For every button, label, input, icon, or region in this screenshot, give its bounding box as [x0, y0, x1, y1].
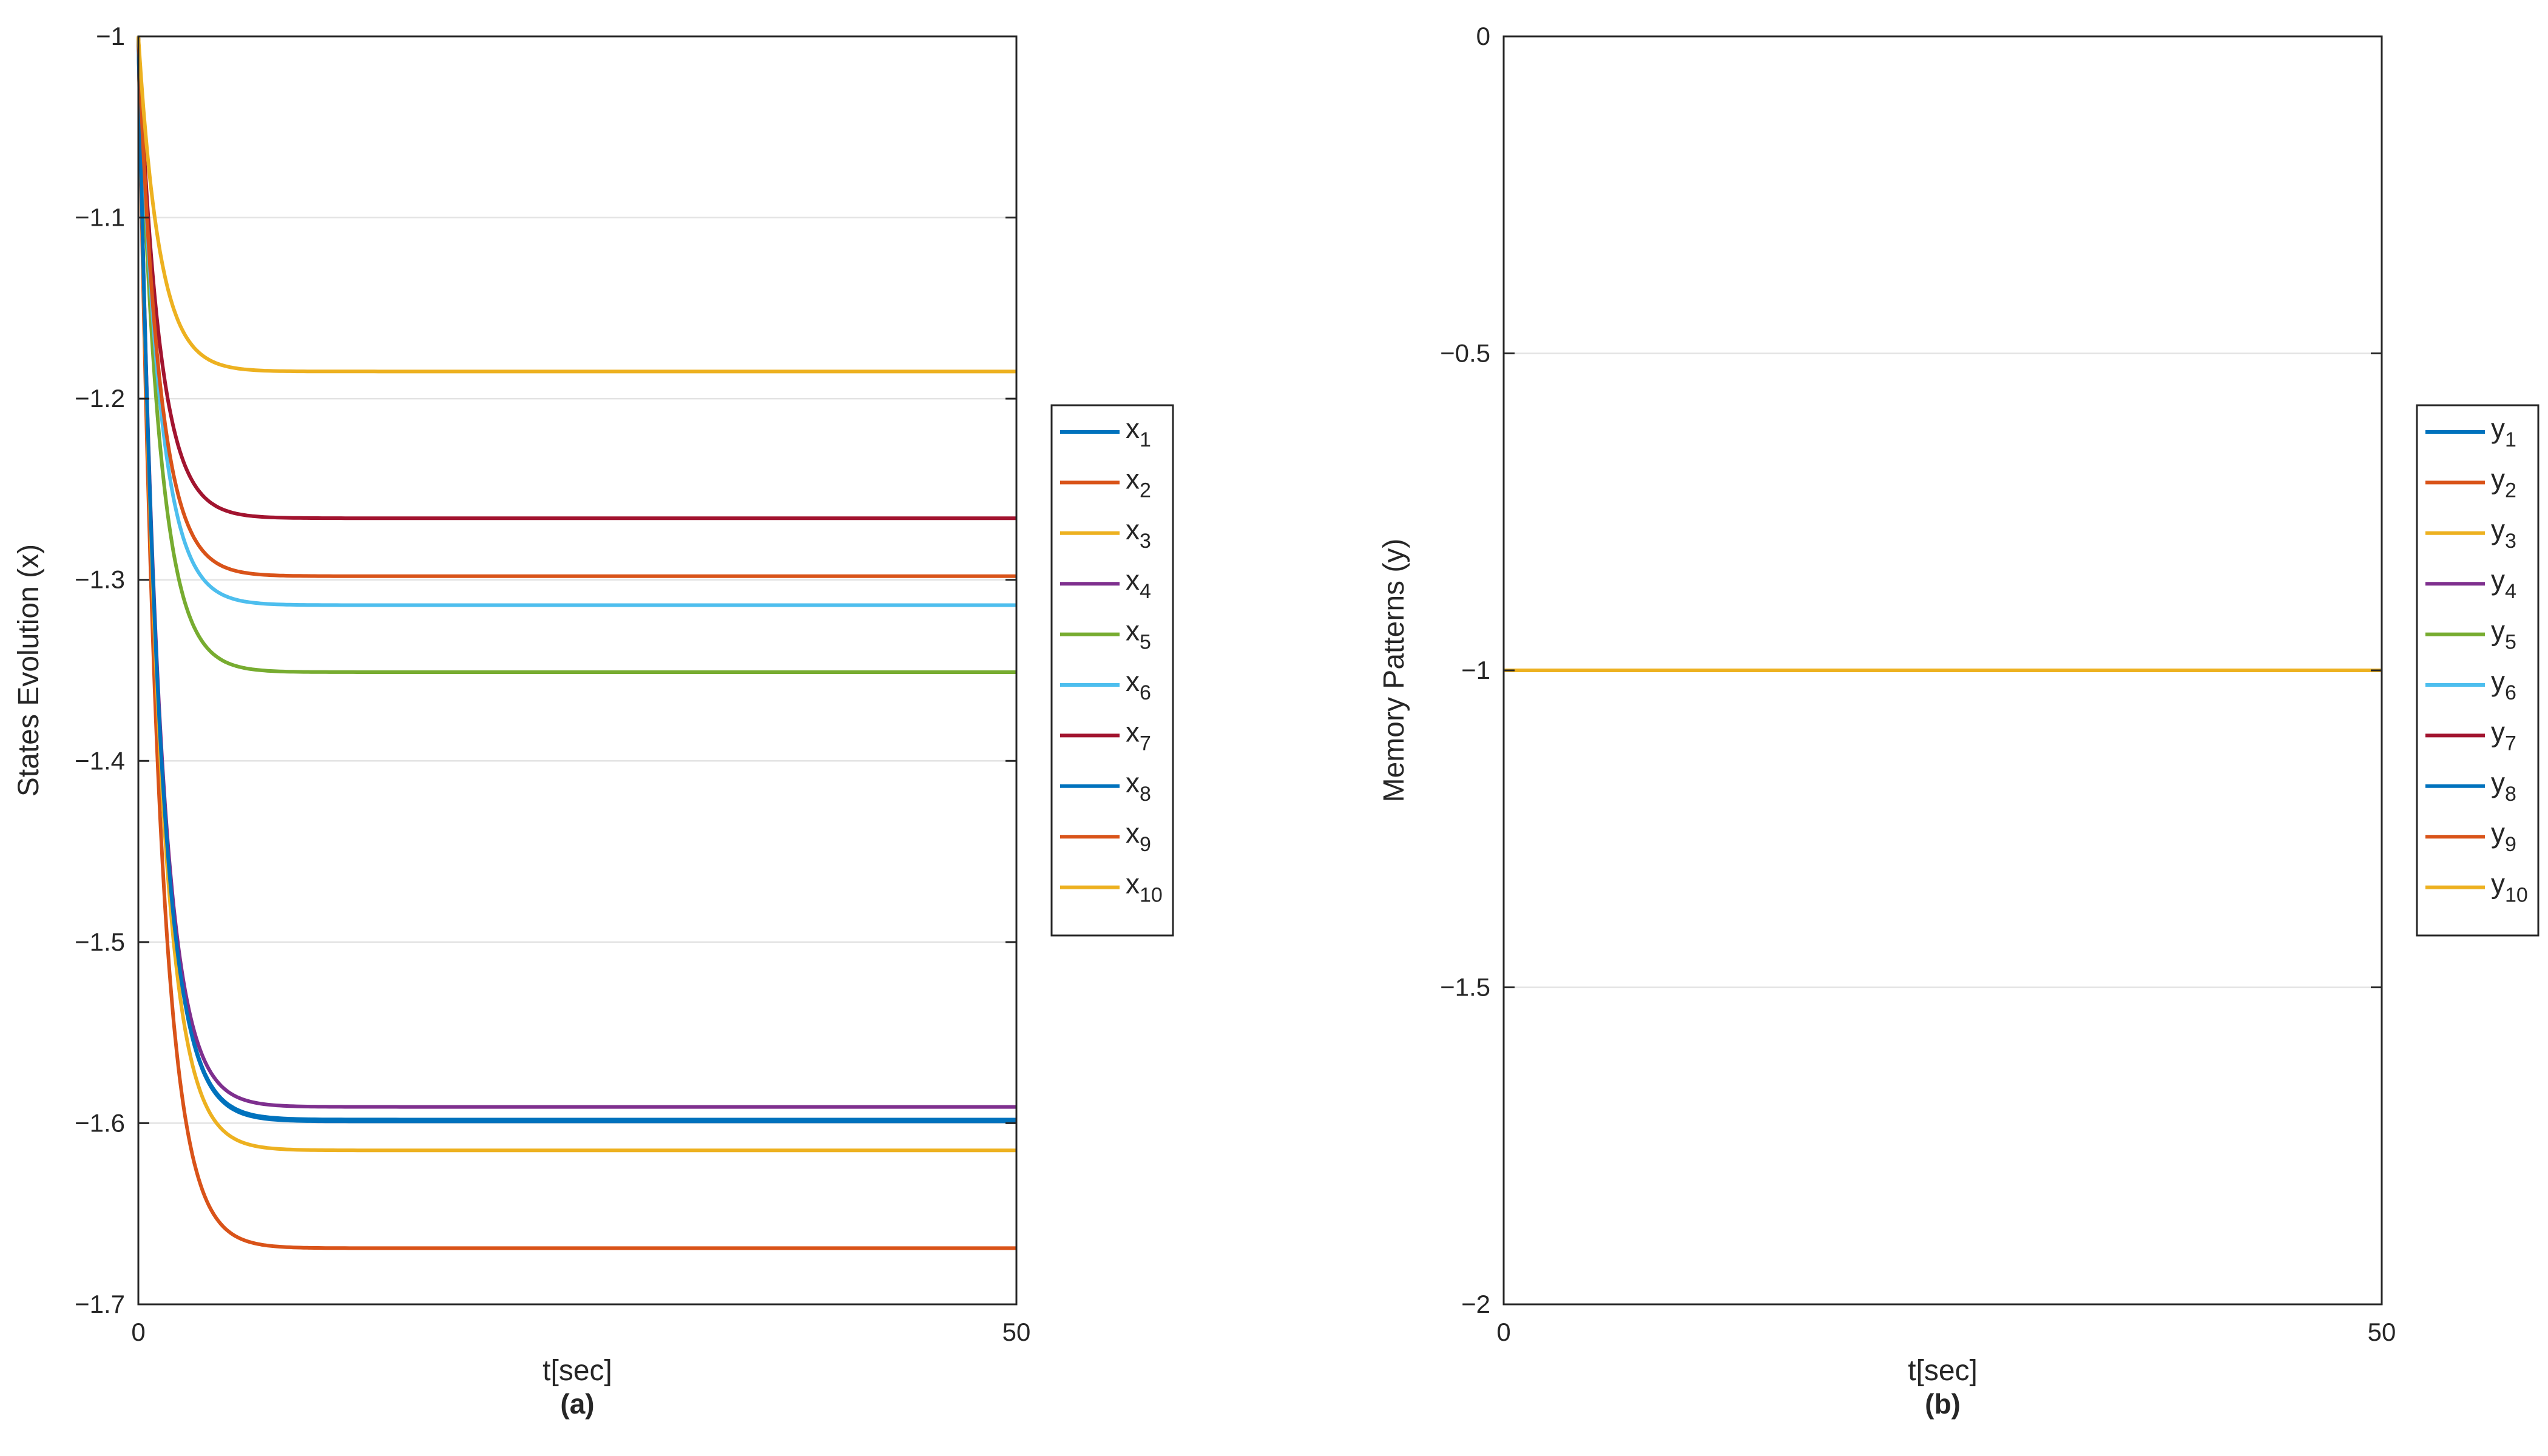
series-line-x10: [137, 35, 1016, 374]
series-line-x2: [137, 35, 1016, 1250]
x-tick-label: 50: [2368, 1318, 2396, 1346]
legend-entry-x5: x5: [1126, 615, 1151, 654]
x-tick-label: 0: [1496, 1318, 1510, 1346]
legend-entry-x4: x4: [1126, 564, 1151, 603]
legend-entry-x9: x9: [1126, 817, 1151, 856]
y-tick-label: −1: [96, 22, 125, 50]
legend-entry-y9: y9: [2491, 817, 2516, 856]
legend-entry-x10: x10: [1126, 868, 1163, 907]
axes-box: [137, 35, 1018, 1306]
x-axis-label: t[sec]: [1908, 1355, 1978, 1387]
panel-label: (b): [1925, 1388, 1961, 1420]
legend: y1 y2 y3 y4 y5 y6 y7 y8 y9 y10: [2416, 404, 2540, 937]
legend-entry-x1: x1: [1126, 413, 1151, 451]
legend-entry-y5: y5: [2491, 615, 2516, 654]
legend-entry-y1: y1: [2491, 413, 2516, 451]
y-tick-label: −1.7: [75, 1290, 125, 1318]
x-tick-label: 50: [1002, 1318, 1031, 1346]
y-axis-label: States Evolution (x): [13, 544, 45, 797]
y-tick-label: −1: [1461, 656, 1490, 684]
series-line-x8: [137, 35, 1016, 1124]
legend-entry-x3: x3: [1126, 514, 1151, 553]
legend-entry-x2: x2: [1126, 463, 1151, 502]
y-axis-label: Memory Patterns (y): [1378, 539, 1410, 803]
y-tick-label: −0.5: [1440, 339, 1490, 368]
legend-entry-x7: x7: [1126, 716, 1151, 755]
chart-panel-b: 0−0.5−1−1.5−20 50t[sec](b)Memory Patterns…: [1378, 22, 2540, 1420]
x-tick-label: 0: [131, 1318, 145, 1346]
y-tick-label: −1.5: [1440, 973, 1490, 1002]
y-tick-label: −1.5: [75, 928, 125, 956]
legend-entry-y7: y7: [2491, 716, 2516, 755]
legend-box: [2416, 404, 2540, 937]
legend: x1 x2 x3 x4 x5 x6 x7 x8 x9 x10: [1050, 404, 1174, 937]
chart-panel-a: −1 −1.1 −1.2 −1.3 −1.4 −1.5 −1.6 −1.70 50 t[sec](…: [13, 22, 1174, 1420]
y-tick-label: −1.1: [75, 203, 125, 232]
y-tick-label: −1.3: [75, 565, 125, 594]
series-line-x7: [137, 35, 1016, 521]
x-axis-label: t[sec]: [542, 1355, 612, 1387]
legend-entry-y2: y2: [2491, 463, 2516, 502]
y-tick-label: −1.4: [75, 746, 125, 775]
legend-box: [1050, 404, 1174, 937]
legend-entry-y4: y4: [2491, 564, 2516, 603]
legend-entry-y6: y6: [2491, 666, 2516, 704]
legend-entry-y8: y8: [2491, 767, 2516, 806]
y-tick-label: −2: [1461, 1290, 1490, 1318]
legend-entry-y10: y10: [2491, 868, 2528, 907]
series-line-x5: [137, 35, 1016, 674]
legend-entry-y3: y3: [2491, 514, 2516, 553]
y-tick-label: −1.2: [75, 384, 125, 413]
series-line-x9: [137, 35, 1016, 578]
y-tick-label: 0: [1476, 22, 1490, 50]
legend-entry-x6: x6: [1126, 666, 1151, 704]
legend-entry-x8: x8: [1126, 767, 1151, 806]
panel-label: (a): [560, 1388, 594, 1420]
y-tick-label: −1.6: [75, 1108, 125, 1137]
